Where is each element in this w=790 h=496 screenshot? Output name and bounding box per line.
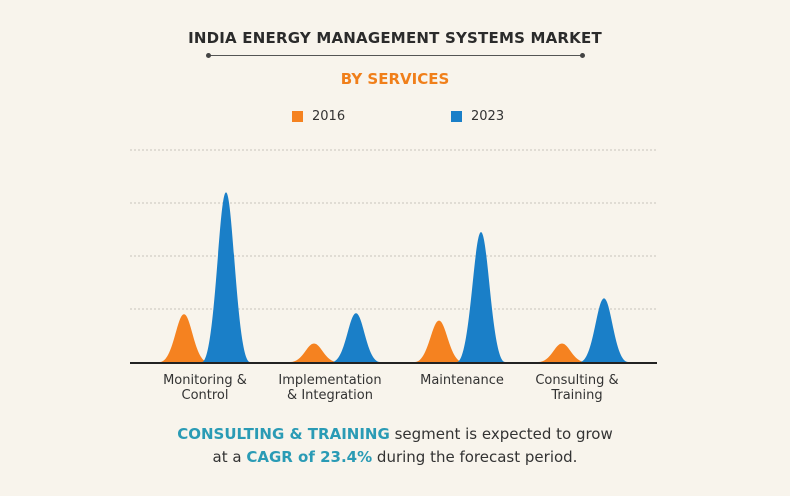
footer-note: CONSULTING & TRAINING segment is expecte… bbox=[0, 423, 790, 469]
x-tick-label-monitoring: Monitoring & Control bbox=[163, 373, 247, 403]
title-divider bbox=[206, 53, 585, 58]
peak-2016-3 bbox=[538, 343, 586, 362]
chart-title: INDIA ENERGY MANAGEMENT SYSTEMS MARKET bbox=[188, 29, 602, 47]
chart-subtitle: BY SERVICES bbox=[340, 70, 450, 88]
chart-legend: 2016 2023 bbox=[0, 109, 790, 125]
footer-text-1: segment is expected to grow bbox=[389, 425, 613, 443]
footer-highlight-segment: CONSULTING & TRAINING bbox=[177, 425, 390, 443]
peak-2023-0 bbox=[202, 192, 250, 362]
peak-2023-2 bbox=[457, 232, 505, 362]
legend-label-2016: 2016 bbox=[312, 109, 346, 124]
footer-text-2b: during the forecast period. bbox=[372, 448, 578, 466]
peak-2023-3 bbox=[580, 298, 628, 362]
footer-line-2: at a CAGR of 23.4% during the forecast p… bbox=[0, 446, 790, 469]
legend-item-2016: 2016 bbox=[292, 109, 345, 124]
peak-2016-0 bbox=[160, 314, 208, 362]
footer-text-2a: at a bbox=[212, 448, 247, 466]
x-tick-label-consulting: Consulting & Training bbox=[535, 373, 619, 403]
peak-2016-1 bbox=[290, 343, 338, 362]
x-tick-label-maintenance: Maintenance bbox=[420, 373, 504, 388]
x-tick-label-implementation: Implementation & Integration bbox=[278, 373, 382, 403]
peak-2016-2 bbox=[415, 320, 463, 362]
legend-swatch-2023 bbox=[451, 111, 462, 122]
peak-2023-1 bbox=[332, 313, 380, 362]
legend-item-2023: 2023 bbox=[451, 109, 504, 124]
legend-label-2023: 2023 bbox=[471, 109, 505, 124]
legend-swatch-2016 bbox=[292, 111, 303, 122]
footer-highlight-cagr: CAGR of 23.4% bbox=[246, 448, 373, 466]
footer-line-1: CONSULTING & TRAINING segment is expecte… bbox=[0, 423, 790, 446]
